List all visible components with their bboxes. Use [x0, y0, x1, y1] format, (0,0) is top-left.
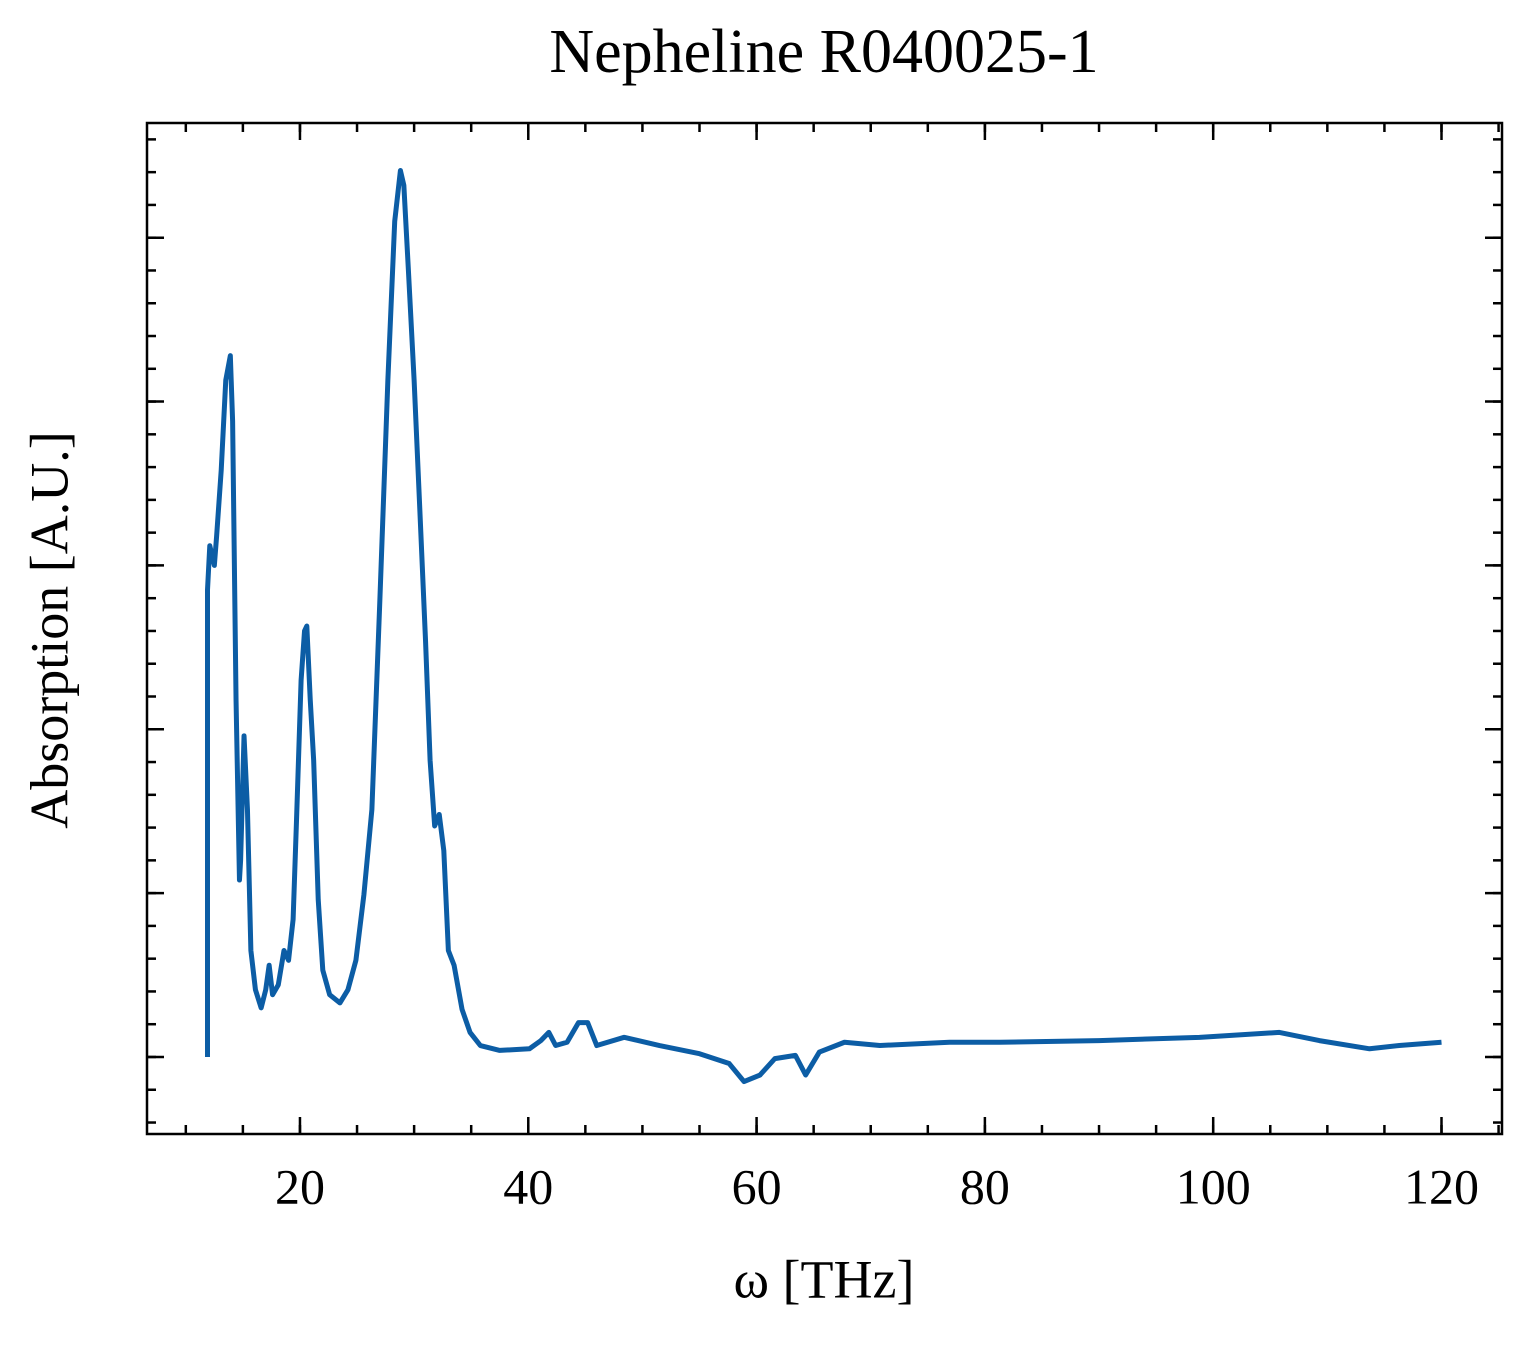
- x-tick-label: 60: [732, 1158, 782, 1214]
- plot-frame: [145, 121, 1504, 1136]
- x-axis-label: ω [THz]: [734, 1249, 915, 1309]
- chart-title: Nepheline R040025-1: [549, 18, 1098, 86]
- data-line: [205, 168, 1442, 1085]
- x-tick-label: 40: [503, 1158, 553, 1214]
- x-tick-label: 120: [1404, 1158, 1479, 1214]
- x-tick-label: 20: [275, 1158, 325, 1214]
- y-axis-label: Absorption [A.U.]: [19, 431, 79, 828]
- x-tick-label: 80: [960, 1158, 1010, 1214]
- x-tick-label: 100: [1176, 1158, 1251, 1214]
